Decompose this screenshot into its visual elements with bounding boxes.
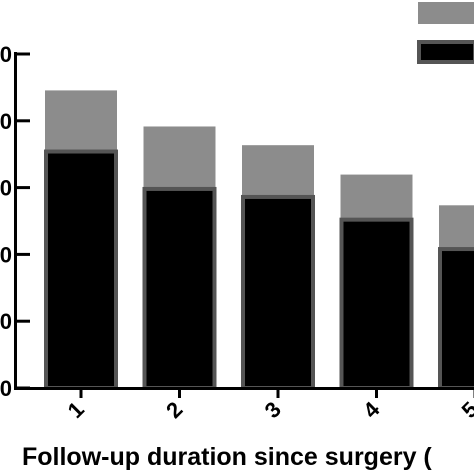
x-tick-label-3: 3 [260, 397, 286, 423]
legend-swatch-2 [417, 40, 474, 64]
bar-upper-1 [45, 90, 117, 153]
x-tick-label-5: 5 [457, 397, 474, 423]
y-tick-label-150: 150 [0, 176, 12, 201]
y-tick-label-200: 200 [0, 109, 12, 134]
y-tick-label-50: 50 [0, 309, 12, 334]
bar-lower-5 [438, 247, 474, 390]
bar-lower-3 [241, 194, 315, 390]
x-axis-title: Follow-up duration since surgery ( [22, 443, 432, 471]
y-tick-label-100: 100 [0, 242, 12, 267]
legend-swatch-1 [418, 2, 474, 24]
x-tick-label-1: 1 [63, 397, 89, 423]
x-tick-label-2: 2 [161, 397, 187, 423]
bar-lower-4 [339, 217, 414, 390]
bar-upper-5 [439, 205, 474, 251]
y-tick-label-250: 250 [0, 42, 12, 67]
bar-lower-2 [142, 186, 217, 390]
bar-upper-3 [242, 145, 314, 198]
x-tick-label-4: 4 [358, 396, 385, 423]
bars-group [44, 90, 474, 390]
y-ticks: 0 50 100 150 200 250 [0, 42, 30, 401]
axes [14, 52, 474, 390]
bar-upper-4 [340, 174, 413, 221]
y-tick-label-0: 0 [0, 376, 12, 401]
x-ticks: 1 2 3 4 5 [63, 388, 474, 423]
legend [417, 2, 474, 64]
bar-lower-1 [44, 149, 118, 390]
bar-upper-2 [143, 126, 216, 190]
